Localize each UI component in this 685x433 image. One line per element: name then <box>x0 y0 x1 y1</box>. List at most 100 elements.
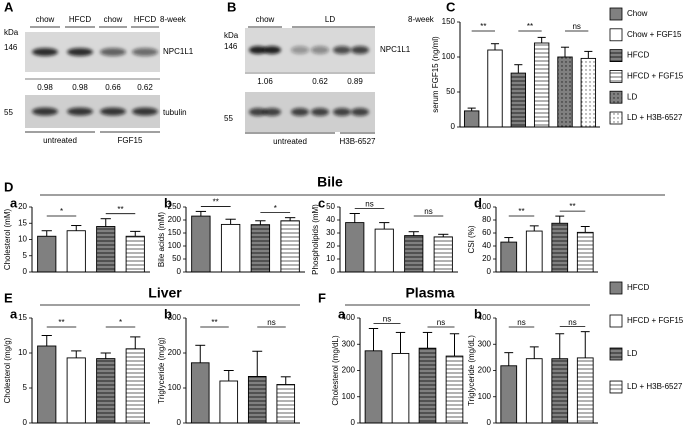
panel-letter: a <box>10 306 18 321</box>
significance-label: ns <box>383 315 391 324</box>
significance-label: ns <box>267 318 275 327</box>
bar <box>125 348 145 424</box>
legend-label: LD + H3B-6527 <box>627 382 683 391</box>
legend-label: LD + H3B-6527 <box>627 113 683 122</box>
y-axis-label: serum FGF15 (ng/ml) <box>431 36 440 113</box>
y-tick-label: 50 <box>326 202 335 211</box>
y-tick-label: 200 <box>168 348 182 357</box>
marker-label: 55 <box>4 108 13 117</box>
legend-swatch <box>609 281 623 295</box>
y-tick-label: 150 <box>168 228 182 237</box>
unit-label: kDa <box>4 28 19 37</box>
y-axis-label: Cholesterol (mg/g) <box>3 337 12 403</box>
y-tick-label: 10 <box>18 235 27 244</box>
bar <box>37 345 57 424</box>
bar <box>276 384 296 424</box>
bar <box>66 230 86 273</box>
bar <box>250 224 271 273</box>
panel-letter: A <box>4 0 14 14</box>
bar <box>525 230 543 273</box>
section-title: Bile <box>317 174 343 190</box>
blot-band <box>351 46 369 54</box>
lane-label: chow <box>36 15 55 24</box>
bar <box>345 222 365 273</box>
marker-label: 146 <box>224 42 238 51</box>
blot-band <box>333 46 351 54</box>
panel-letter: F <box>318 290 326 305</box>
blot-band <box>291 46 309 54</box>
y-tick-label: 50 <box>446 87 455 96</box>
y-tick-label: 15 <box>18 313 27 322</box>
significance-label: ns <box>365 200 373 209</box>
blot-band <box>100 48 126 56</box>
blot-band <box>32 48 58 56</box>
y-tick-label: 50 <box>172 254 181 263</box>
marker-label: 55 <box>224 114 233 123</box>
y-tick-label: 100 <box>342 392 356 401</box>
significance-label: ns <box>572 22 580 31</box>
y-tick-label: 5 <box>23 251 28 260</box>
y-axis-label: Bile acids (mM) <box>157 212 166 267</box>
significance-label: ** <box>569 202 575 211</box>
significance-label: * <box>274 204 277 213</box>
bar <box>576 357 594 424</box>
legend-label: HFCD <box>627 283 649 292</box>
bar <box>580 57 597 128</box>
bar <box>576 231 594 273</box>
blot-band <box>311 108 329 116</box>
y-tick-label: 300 <box>478 339 492 348</box>
bar <box>500 365 518 424</box>
significance-label: ** <box>518 207 524 216</box>
bar <box>37 235 57 273</box>
y-tick-label: 15 <box>18 218 27 227</box>
y-tick-label: 250 <box>168 202 182 211</box>
blot-band <box>311 46 329 54</box>
ratio-label: 0.66 <box>105 83 121 92</box>
blot-band <box>67 107 93 116</box>
lane-label: HFCD <box>69 15 91 24</box>
bar <box>280 220 300 273</box>
unit-label: kDa <box>224 31 239 40</box>
duration-label: 8-week <box>408 15 435 24</box>
legend-label: Chow <box>627 9 648 18</box>
blot-band <box>351 108 369 116</box>
y-tick-label: 60 <box>482 228 491 237</box>
bar <box>374 228 394 273</box>
bar <box>551 222 569 273</box>
y-axis-label: Cholesterol (mM) <box>3 208 12 270</box>
blot-band <box>132 48 158 56</box>
bar <box>500 241 518 273</box>
panel-letter: a <box>10 195 18 210</box>
y-axis-label: Triglyceride (mg/g) <box>157 337 166 404</box>
y-tick-label: 400 <box>478 313 492 322</box>
legend-label: LD <box>627 92 637 101</box>
bar <box>487 49 503 128</box>
ratio-label: 0.62 <box>312 77 328 86</box>
y-tick-label: 300 <box>168 313 182 322</box>
treatment-label: untreated <box>43 136 77 145</box>
y-tick-label: 0 <box>23 418 28 427</box>
bar <box>66 357 86 424</box>
panel-letter: B <box>227 0 236 14</box>
legend-swatch <box>609 314 623 328</box>
legend-swatch <box>609 28 623 42</box>
y-tick-label: 0 <box>331 267 336 276</box>
section-title: Plasma <box>405 285 454 301</box>
bar <box>391 352 410 424</box>
bar <box>219 380 239 424</box>
significance-label: ** <box>527 22 533 31</box>
bar <box>433 236 453 273</box>
y-tick-label: 200 <box>168 215 182 224</box>
y-tick-label: 0 <box>23 267 28 276</box>
bar <box>190 362 210 424</box>
y-tick-label: 200 <box>342 366 356 375</box>
y-axis-label: Cholesterol (mg/dL) <box>331 335 340 406</box>
y-tick-label: 100 <box>168 241 182 250</box>
y-tick-label: 150 <box>442 17 456 26</box>
y-tick-label: 100 <box>168 383 182 392</box>
panel-letter: d <box>474 195 482 210</box>
y-axis-label: Triglyceride (mg/dL) <box>467 335 476 406</box>
lane-label: LD <box>325 15 335 24</box>
significance-label: * <box>119 318 122 327</box>
